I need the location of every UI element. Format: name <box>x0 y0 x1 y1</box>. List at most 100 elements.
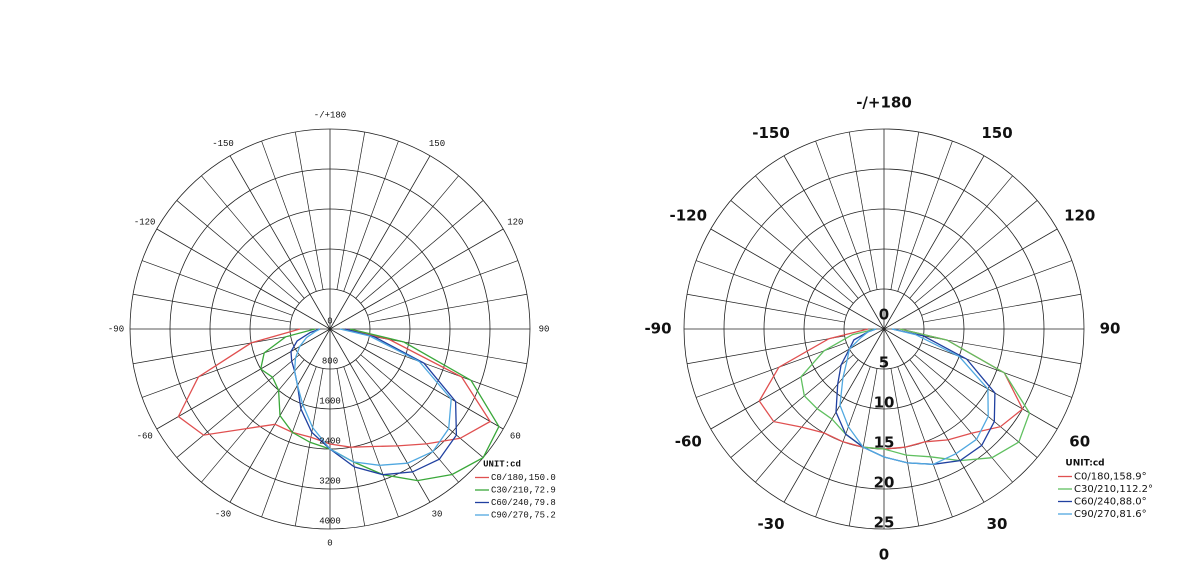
minor-spoke <box>730 200 854 304</box>
angle-label: 0 <box>327 538 332 548</box>
minor-spoke <box>343 140 399 292</box>
legend-title: UNIT:cd <box>483 459 521 469</box>
intensity-curve <box>800 328 1031 462</box>
angle-label: -60 <box>675 433 702 451</box>
minor-spoke <box>921 342 1073 398</box>
minor-spoke <box>923 335 1082 365</box>
angle-label: -150 <box>752 124 790 142</box>
angle-label: 30 <box>987 515 1008 533</box>
spoke <box>329 328 504 430</box>
minor-spoke <box>890 131 920 290</box>
legend-label: C90/270,81.6° <box>1074 509 1147 520</box>
minor-spoke <box>815 140 871 292</box>
spoke <box>783 328 885 503</box>
minor-spoke <box>261 140 317 292</box>
angle-label: -120 <box>670 207 708 225</box>
radial-label: 3200 <box>319 476 341 486</box>
spoke <box>156 228 331 330</box>
minor-spoke <box>141 342 293 398</box>
minor-spoke <box>897 140 953 292</box>
minor-spoke <box>132 335 291 365</box>
angle-label: 90 <box>1100 320 1121 338</box>
spoke <box>329 328 431 503</box>
minor-spoke <box>848 131 878 290</box>
spoke <box>329 228 504 330</box>
minor-spoke <box>914 354 1038 458</box>
angle-label: 120 <box>1064 207 1095 225</box>
radial-label: 4000 <box>319 516 341 526</box>
minor-spoke <box>686 293 845 323</box>
angle-label: -30 <box>215 510 231 520</box>
angle-label: -30 <box>757 515 784 533</box>
legend-label: C90/270,75.2 <box>491 510 556 520</box>
minor-spoke <box>686 335 845 365</box>
minor-spoke <box>369 293 528 323</box>
minor-spoke <box>923 293 1082 323</box>
radial-label: 5 <box>879 354 889 372</box>
radial-label: 1600 <box>319 396 341 406</box>
angle-label: -90 <box>644 320 671 338</box>
minor-spoke <box>355 359 459 483</box>
minor-spoke <box>367 342 519 398</box>
angle-label: 120 <box>507 217 523 227</box>
minor-spoke <box>909 175 1013 299</box>
spoke <box>710 228 885 330</box>
minor-spoke <box>369 335 528 365</box>
minor-spoke <box>294 131 324 290</box>
minor-spoke <box>141 260 293 316</box>
angle-label: -/+180 <box>314 110 346 120</box>
angle-label: 60 <box>510 431 521 441</box>
legend-label: C60/240,79.8 <box>491 498 556 508</box>
minor-spoke <box>367 260 519 316</box>
legend-label: C30/210,72.9 <box>491 485 556 495</box>
minor-spoke <box>360 354 484 458</box>
radial-label: 0 <box>327 316 332 326</box>
spoke <box>329 155 431 330</box>
spoke <box>783 155 885 330</box>
angle-label: -120 <box>134 217 156 227</box>
spoke <box>229 155 331 330</box>
minor-spoke <box>695 260 847 316</box>
angle-label: 150 <box>429 139 445 149</box>
radial-label: 20 <box>874 474 895 492</box>
intensity-curve <box>177 328 492 448</box>
intensity-curve <box>259 328 500 482</box>
radial-label: 10 <box>874 394 895 412</box>
spoke <box>710 328 885 430</box>
radial-label: 15 <box>874 434 895 452</box>
angle-label: 60 <box>1069 433 1090 451</box>
minor-spoke <box>294 368 324 527</box>
polar-chart-left: -/+180 150 120 90 60 30 0 -30 -60 -90 -120 -150 0 800… <box>108 110 556 548</box>
minor-spoke <box>261 366 317 518</box>
angle-label: -90 <box>108 324 124 334</box>
legend-label: C30/210,112.2° <box>1074 484 1153 495</box>
radial-label: 2400 <box>319 436 341 446</box>
angle-label: 90 <box>539 324 550 334</box>
minor-spoke <box>755 175 859 299</box>
minor-spoke <box>730 354 854 458</box>
minor-spoke <box>755 359 859 483</box>
minor-spoke <box>909 359 1013 483</box>
radial-label: 0 <box>879 306 889 324</box>
radial-label: 800 <box>322 356 338 366</box>
minor-spoke <box>176 354 300 458</box>
minor-spoke <box>355 175 459 299</box>
radial-label: 25 <box>874 514 895 532</box>
angle-label: 30 <box>432 510 443 520</box>
legend-label: C60/240,88.0° <box>1074 497 1147 508</box>
minor-spoke <box>343 366 399 518</box>
angle-label: 0 <box>879 546 889 562</box>
angle-label: 150 <box>981 124 1012 142</box>
minor-spoke <box>360 200 484 304</box>
legend-label: C0/180,150.0 <box>491 473 556 483</box>
angle-label: -/+180 <box>856 94 912 112</box>
minor-spoke <box>695 342 847 398</box>
intensity-curve <box>293 328 452 466</box>
minor-spoke <box>201 359 305 483</box>
spoke <box>883 155 985 330</box>
minor-spoke <box>176 200 300 304</box>
minor-spoke <box>132 293 291 323</box>
minor-spoke <box>921 260 1073 316</box>
legend-label: C0/180,158.9° <box>1074 472 1147 483</box>
